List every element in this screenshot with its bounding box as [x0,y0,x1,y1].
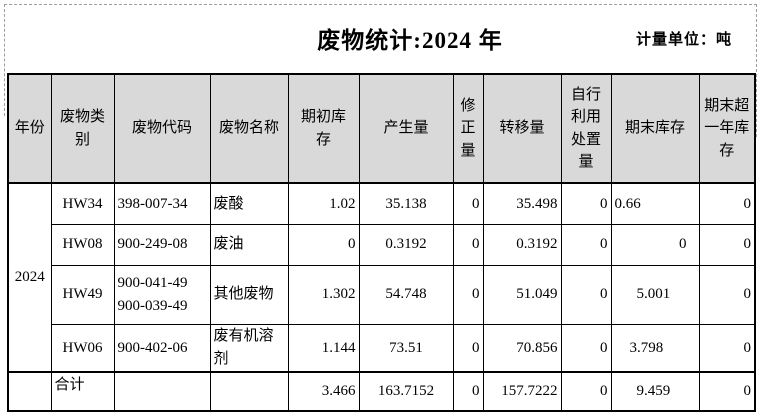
page-break-dash-left [4,4,5,116]
cell-opening: 1.302 [287,264,360,325]
cell-category: HW34 [50,182,115,225]
page-break-dash-top [4,4,757,5]
cell-name: 其他废物 [209,264,289,325]
report-title: 废物统计:2024 年 [317,28,503,53]
cell-transferred: 70.856 [482,323,562,373]
column-header-opening: 期初库 存 [287,73,360,184]
cell-closing: 0.66 [610,182,700,225]
column-header-closing: 期末库存 [610,73,700,184]
total-cell-category: 合计 [50,371,115,412]
cell-opening: 1.144 [287,323,360,373]
cell-code: 900-041-49 900-039-49 [113,264,211,325]
column-header-generated: 产生量 [358,73,454,184]
column-header-transferred: 转移量 [482,73,562,184]
cell-closing-over-year: 0 [698,323,756,373]
column-header-code: 废物代码 [113,73,211,184]
cell-closing: 0 [610,223,700,266]
cell-corrected: 0 [452,223,484,266]
cell-self-disposal: 0 [560,182,612,225]
total-row: 合计 3.466 163.7152 0 157.7222 0 9.459 0 [7,371,756,412]
unit-label: 计量单位：吨 [635,32,732,48]
cell-closing: 5.001 [610,264,700,325]
cell-generated: 35.138 [358,182,454,225]
table-row: 2024 HW34 398-007-34 废酸 1.02 35.138 0 35.498 0 0.… [7,182,756,373]
total-cell-closing: 9.459 [610,371,700,412]
cell-transferred: 0.3192 [482,223,562,266]
cell-closing-over-year: 0 [698,223,756,266]
header-row: 年份 废物类 别废物代码 废物名称 期初库 存产生量修 正 量转移量 自行 利用 处置 … [7,73,756,184]
column-header-self-disposal: 自行 利用 处置 量 [560,73,612,184]
cell-transferred: 51.049 [482,264,562,325]
cell-code: 398-007-34 [113,182,211,225]
waste-statistics-table: 年份 废物类 别废物代码 废物名称 期初库 存产生量修 正 量转移量 自行 利用 处置 … [7,73,756,412]
total-cell-code [113,371,211,412]
column-header-closing-over-year: 期末超 一年库 存 [698,73,756,184]
table-row: HW08 900-249-08 废油 0 0.3192 0 0.3192 0 0 0 [8,223,756,266]
column-header-name: 废物名称 [209,73,289,184]
total-cell-generated: 163.7152 [358,371,454,412]
cell-corrected: 0 [452,264,484,325]
cell-opening: 0 [287,223,360,266]
cell-category: HW49 [50,264,115,325]
cell-self-disposal: 0 [560,323,612,373]
cell-name: 废有机溶剂 [209,323,289,373]
cell-closing-over-year: 0 [698,182,756,225]
cell-code: 900-249-08 [113,223,211,266]
cell-opening: 1.02 [287,182,360,225]
cell-corrected: 0 [452,323,484,373]
cell-generated: 54.748 [358,264,454,325]
column-header-corrected: 修 正 量 [452,73,484,184]
cell-generated: 73.51 [358,323,454,373]
table-row: HW49 900-041-49 900-039-49 其他废物 1.302 54.748… [8,264,756,325]
cell-name: 废油 [209,223,289,266]
total-cell-self-disposal: 0 [560,371,612,412]
cell-category: HW06 [50,323,115,373]
cell-closing: 3.798 [610,323,700,373]
cell-transferred: 35.498 [482,182,562,225]
cell-closing-over-year: 0 [698,264,756,325]
cell-name: 废酸 [209,182,289,225]
column-header-category: 废物类 别 [50,73,115,184]
cell-self-disposal: 0 [560,264,612,325]
cell-generated: 0.3192 [358,223,454,266]
total-cell-opening: 3.466 [287,371,360,412]
cell-corrected: 0 [452,182,484,225]
table-row: HW06 900-402-06 废有机溶剂 1.144 73.51 0 70.856 0 3.7… [8,323,756,373]
page-break-dash-right [756,4,757,137]
cell-year-empty [7,371,52,412]
total-cell-transferred: 157.7222 [482,371,562,412]
cell-year: 2024 [7,182,52,373]
cell-self-disposal: 0 [560,223,612,266]
total-cell-corrected: 0 [452,371,484,412]
column-header-year: 年份 [7,73,52,184]
total-cell-name [209,371,289,412]
cell-code: 900-402-06 [113,323,211,373]
total-cell-closing-over-year: 0 [698,371,756,412]
cell-category: HW08 [50,223,115,266]
